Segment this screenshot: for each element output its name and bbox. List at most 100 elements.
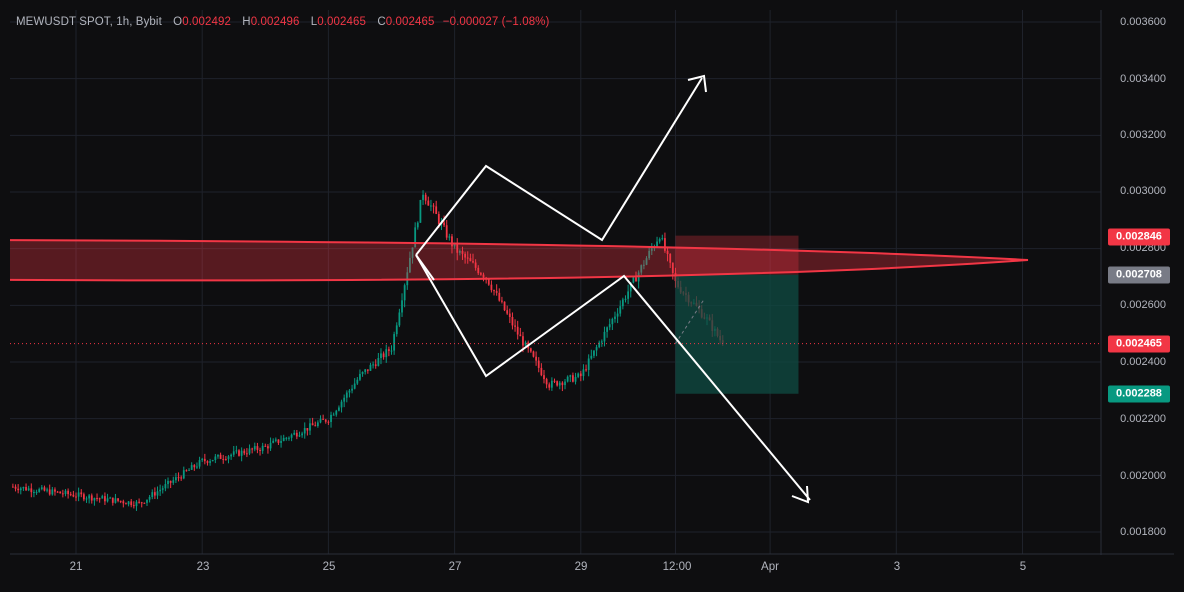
candle-body <box>656 241 658 247</box>
time-tick: 25 <box>322 561 336 573</box>
candle-body <box>458 250 461 253</box>
candle-body <box>661 238 664 240</box>
candle-body <box>532 351 535 357</box>
candle-body <box>366 369 369 371</box>
candle-body <box>443 222 445 226</box>
candle-body <box>603 331 606 342</box>
candle-body <box>385 349 388 358</box>
candle-body <box>12 486 14 488</box>
candle-body <box>156 491 159 496</box>
candle-body <box>309 423 311 431</box>
candle-body <box>96 498 98 500</box>
candle-body <box>561 382 564 386</box>
candle-body <box>395 325 398 335</box>
candle-body <box>472 261 474 263</box>
time-tick: 21 <box>69 561 83 573</box>
candle-body <box>479 273 482 275</box>
candle-body <box>345 392 348 398</box>
candle-body <box>435 206 438 214</box>
candle-body <box>38 489 41 492</box>
candle-body <box>537 360 540 368</box>
candle-body <box>114 498 117 503</box>
candle-body <box>566 376 569 382</box>
candle-body <box>285 437 288 439</box>
price-tick: 0.002400 <box>1120 356 1166 368</box>
change-value: −0.000027 (−1.08%) <box>442 16 550 28</box>
candle-body <box>132 505 135 507</box>
price-tick: 0.003600 <box>1120 16 1166 28</box>
position-target-zone <box>675 274 799 394</box>
symbol-legend: MEWUSDT SPOT, 1h, Bybit O0.002492 H0.002… <box>16 16 549 28</box>
candle-body <box>614 316 616 319</box>
candle-body <box>332 414 335 416</box>
high-value: 0.002496 <box>250 16 300 28</box>
candle-body <box>295 432 298 437</box>
candle-body <box>217 454 219 457</box>
time-tick: 27 <box>448 561 462 573</box>
candle-body <box>272 440 275 443</box>
candle-body <box>227 456 230 460</box>
candle-body <box>430 205 432 207</box>
candle-body <box>411 247 414 258</box>
candle-body <box>232 451 235 455</box>
candle-body <box>172 480 175 483</box>
candle-body <box>558 382 561 386</box>
candle-body <box>437 213 440 224</box>
candle-body <box>461 250 464 254</box>
candle-body <box>119 500 122 502</box>
candle-body <box>125 503 127 505</box>
candle-body <box>482 274 485 278</box>
candle-body <box>25 487 27 491</box>
candle-body <box>619 306 622 314</box>
candle-body <box>669 253 672 263</box>
candle-body <box>22 487 25 489</box>
candle-body <box>427 200 430 206</box>
price-tick: 0.003200 <box>1120 129 1166 141</box>
candle-body <box>82 494 85 500</box>
candle-body <box>198 460 201 467</box>
candle-body <box>466 257 469 259</box>
candle-body <box>75 496 77 498</box>
candle-body <box>101 496 104 499</box>
candle-body <box>356 379 359 384</box>
candle-body <box>382 353 385 358</box>
candle-body <box>111 497 114 503</box>
candle-body <box>545 379 548 385</box>
candle-body <box>140 502 143 504</box>
time-tick: 29 <box>574 561 588 573</box>
candle-body <box>59 491 62 494</box>
candle-body <box>67 490 70 495</box>
candle-body <box>374 364 377 366</box>
candle-body <box>69 494 72 496</box>
candle-body <box>219 454 222 459</box>
candle-body <box>340 401 343 408</box>
candle-body <box>243 450 246 454</box>
candle-body <box>419 199 422 223</box>
candle-body <box>416 222 419 228</box>
overlays <box>9 74 1101 504</box>
candle-body <box>175 477 177 481</box>
candle-body <box>645 258 648 265</box>
candle-body <box>516 326 519 335</box>
candle-body <box>390 350 393 352</box>
candle-body <box>230 454 233 457</box>
candle-body <box>138 501 140 503</box>
candle-body <box>445 225 448 238</box>
candle-body <box>608 324 611 328</box>
close-label: C <box>377 16 386 28</box>
candle-body <box>127 501 130 505</box>
candle-body <box>627 291 630 299</box>
price-tick: 0.001800 <box>1120 526 1166 538</box>
candle-body <box>93 498 96 501</box>
candle-body <box>293 432 296 435</box>
candle-body <box>503 301 506 311</box>
candle-body <box>238 450 240 456</box>
high-label: H <box>242 16 251 28</box>
candle-body <box>574 376 577 382</box>
candle-body <box>595 347 598 351</box>
candle-body <box>203 458 206 462</box>
candle-body <box>33 492 35 494</box>
candle-body <box>453 244 456 247</box>
